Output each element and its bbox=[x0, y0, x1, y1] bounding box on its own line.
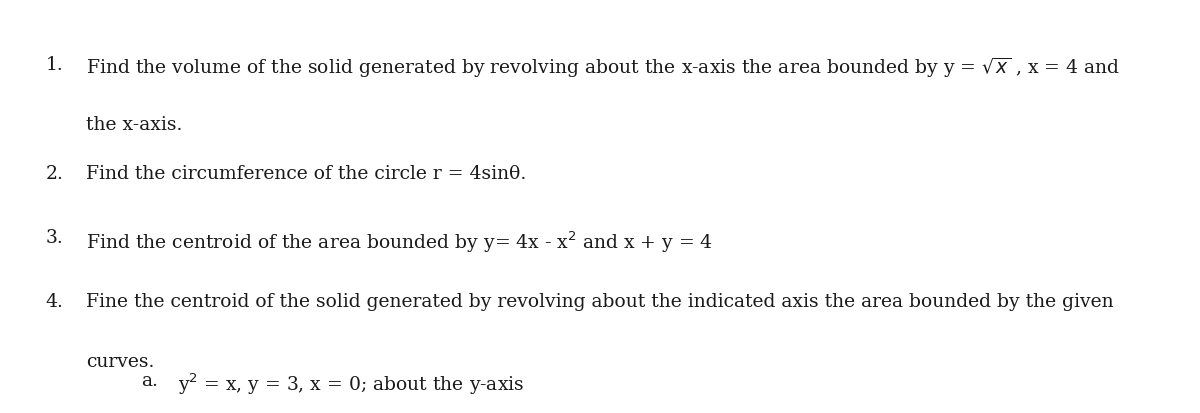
Text: 1.: 1. bbox=[46, 56, 64, 74]
Text: Find the centroid of the area bounded by y= 4x - x$^2$ and x + y = 4: Find the centroid of the area bounded by… bbox=[86, 229, 713, 255]
Text: Find the circumference of the circle r = 4sinθ.: Find the circumference of the circle r =… bbox=[86, 165, 527, 183]
Text: curves.: curves. bbox=[86, 353, 155, 371]
Text: the x-axis.: the x-axis. bbox=[86, 116, 182, 134]
Text: a.: a. bbox=[142, 372, 158, 390]
Text: 4.: 4. bbox=[46, 293, 64, 311]
Text: 2.: 2. bbox=[46, 165, 64, 183]
Text: Fine the centroid of the solid generated by revolving about the indicated axis t: Fine the centroid of the solid generated… bbox=[86, 293, 1114, 311]
Text: Find the volume of the solid generated by revolving about the x-axis the area bo: Find the volume of the solid generated b… bbox=[86, 56, 1121, 80]
Text: 3.: 3. bbox=[46, 229, 64, 247]
Text: y$^2$ = x, y = 3, x = 0; about the y-axis: y$^2$ = x, y = 3, x = 0; about the y-axi… bbox=[178, 372, 524, 397]
